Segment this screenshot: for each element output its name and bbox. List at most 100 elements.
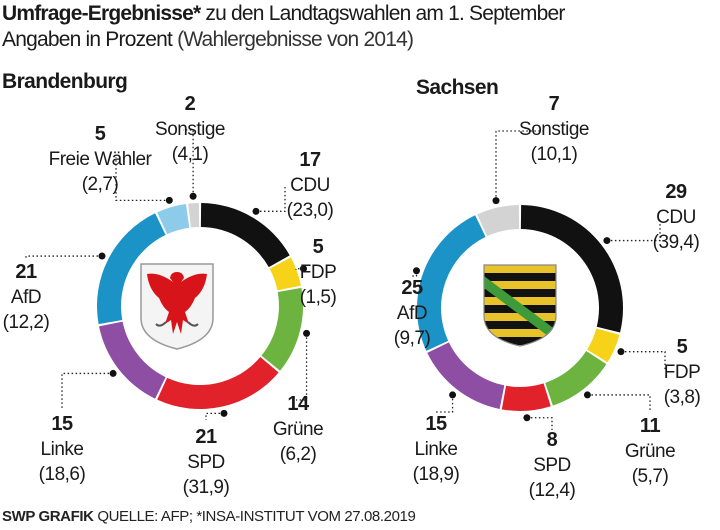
leader-dot	[220, 409, 228, 417]
leader-dot	[413, 267, 421, 275]
party-label: AfD	[396, 303, 428, 324]
previous-result-label: (12,4)	[528, 480, 576, 501]
leader-dot	[523, 414, 531, 422]
donut-segment-grüne	[261, 287, 304, 371]
previous-result-label: (9,7)	[393, 328, 431, 349]
previous-result-label: (4,1)	[171, 144, 209, 165]
data-label-fdp: 5 FDP (1,5)	[300, 235, 337, 310]
leader-line	[412, 270, 418, 277]
data-label-spd: 21 SPD (31,9)	[183, 425, 230, 500]
party-label: CDU	[290, 175, 330, 196]
party-label: Freie Wähler	[48, 149, 152, 170]
data-label-linke: 15 Linke (18,9)	[413, 412, 460, 487]
leader-line	[61, 372, 114, 410]
data-label-freie-wähler: 5 Freie Wähler (2,7)	[49, 122, 152, 197]
footer-source: SWP GRAFIK QUELLE: AFP; *INSA-INSTITUT V…	[2, 508, 416, 525]
data-label-sonstige: 2 Sonstige (4,1)	[155, 92, 225, 167]
value-label: 5	[312, 236, 324, 258]
leader-line	[25, 255, 102, 258]
donut-segment-spd	[157, 357, 279, 409]
value-label: 17	[299, 149, 321, 171]
donut-segment-freie-wähler	[157, 203, 190, 235]
leader-dot	[449, 391, 457, 399]
previous-result-label: (1,5)	[299, 287, 337, 308]
donut-segment-linke	[99, 321, 166, 399]
leader-line	[296, 333, 308, 401]
chart-subtitle: Angaben in Prozent (Wahlergebnisse von 2…	[2, 28, 414, 52]
value-label: 5	[94, 123, 106, 145]
value-label: 21	[195, 426, 217, 448]
data-label-afd: 25 AfD (9,7)	[394, 276, 431, 351]
leader-dot	[492, 197, 500, 205]
data-label-spd: 8 SPD (12,4)	[529, 428, 576, 503]
donut-sachsen	[412, 130, 666, 430]
value-label: 15	[425, 413, 447, 435]
leader-line	[255, 187, 286, 212]
donut-segment-sonstige	[477, 205, 520, 237]
previous-result-label: (31,9)	[182, 477, 230, 498]
party-label: FDP	[299, 262, 337, 283]
leader-dot	[603, 237, 611, 245]
value-label: 7	[548, 93, 560, 115]
leader-dot	[109, 369, 117, 377]
donut-segment-afd	[97, 213, 166, 325]
donut-segment-afd	[417, 215, 486, 351]
title-rest: zu den Landtagswahlen am 1. September	[205, 2, 565, 25]
value-label: 25	[401, 277, 423, 299]
leader-dot	[165, 196, 173, 204]
value-label: 14	[287, 393, 309, 415]
data-label-fdp: 5 FDP (3,8)	[664, 335, 701, 410]
data-label-afd: 21 AfD (12,2)	[3, 260, 50, 335]
party-label: Grüne	[624, 441, 676, 462]
region-title-brandenburg: Brandenburg	[2, 70, 128, 93]
leader-line	[587, 394, 651, 412]
data-label-grüne: 11 Grüne (5,7)	[624, 414, 676, 489]
footer-source-text: QUELLE: AFP; *INSA-INSTITUT VOM 27.08.20…	[97, 508, 416, 525]
party-label: Linke	[40, 439, 84, 460]
leader-line	[183, 129, 194, 197]
leader-dot	[252, 207, 260, 215]
donut-segment-fdp	[269, 257, 301, 291]
previous-result-label: (2,7)	[81, 174, 119, 195]
previous-result-label: (6,2)	[279, 444, 317, 465]
leader-dot	[303, 329, 311, 337]
party-label: Grüne	[272, 419, 324, 440]
data-label-grüne: 14 Grüne (6,2)	[272, 392, 324, 467]
leader-dot	[299, 265, 307, 273]
leader-line	[295, 268, 304, 270]
chart-title: Umfrage-Ergebnisse* zu den Landtagswahle…	[2, 2, 565, 26]
leader-line	[436, 394, 454, 413]
previous-result-label: (5,7)	[631, 466, 669, 487]
leader-dot	[98, 252, 106, 260]
donut-segment-grüne	[545, 351, 607, 406]
donut-segment-spd	[501, 383, 551, 411]
donut-segment-cdu	[520, 205, 623, 333]
party-label: CDU	[656, 207, 696, 228]
party-label: Sonstige	[519, 119, 589, 140]
party-label: AfD	[10, 287, 42, 308]
value-label: 15	[51, 413, 73, 435]
donut-segment-cdu	[200, 203, 290, 268]
leader-line	[526, 417, 553, 430]
leader-dot	[617, 348, 625, 356]
saxony-coat-of-arms-icon	[483, 264, 557, 347]
subtitle-rest: (Wahlergebnisse von 2014)	[177, 28, 414, 51]
party-label: Sonstige	[155, 119, 225, 140]
footer-brand: SWP GRAFIK	[2, 508, 94, 525]
previous-result-label: (12,2)	[2, 312, 50, 333]
title-bold: Umfrage-Ergebnisse*	[2, 2, 201, 25]
previous-result-label: (23,0)	[286, 200, 334, 221]
data-label-cdu: 17 CDU (23,0)	[287, 148, 334, 223]
value-label: 8	[546, 429, 558, 451]
brandenburg-coat-of-arms-icon	[140, 263, 214, 350]
donut-brandenburg	[25, 129, 311, 420]
value-label: 21	[15, 261, 37, 283]
data-label-linke: 15 Linke (18,6)	[39, 412, 86, 487]
leader-dot	[583, 391, 591, 399]
leader-line	[606, 218, 661, 242]
subtitle-bold: Angaben in Prozent	[2, 28, 173, 51]
previous-result-label: (18,6)	[38, 464, 86, 485]
party-label: SPD	[533, 455, 571, 476]
